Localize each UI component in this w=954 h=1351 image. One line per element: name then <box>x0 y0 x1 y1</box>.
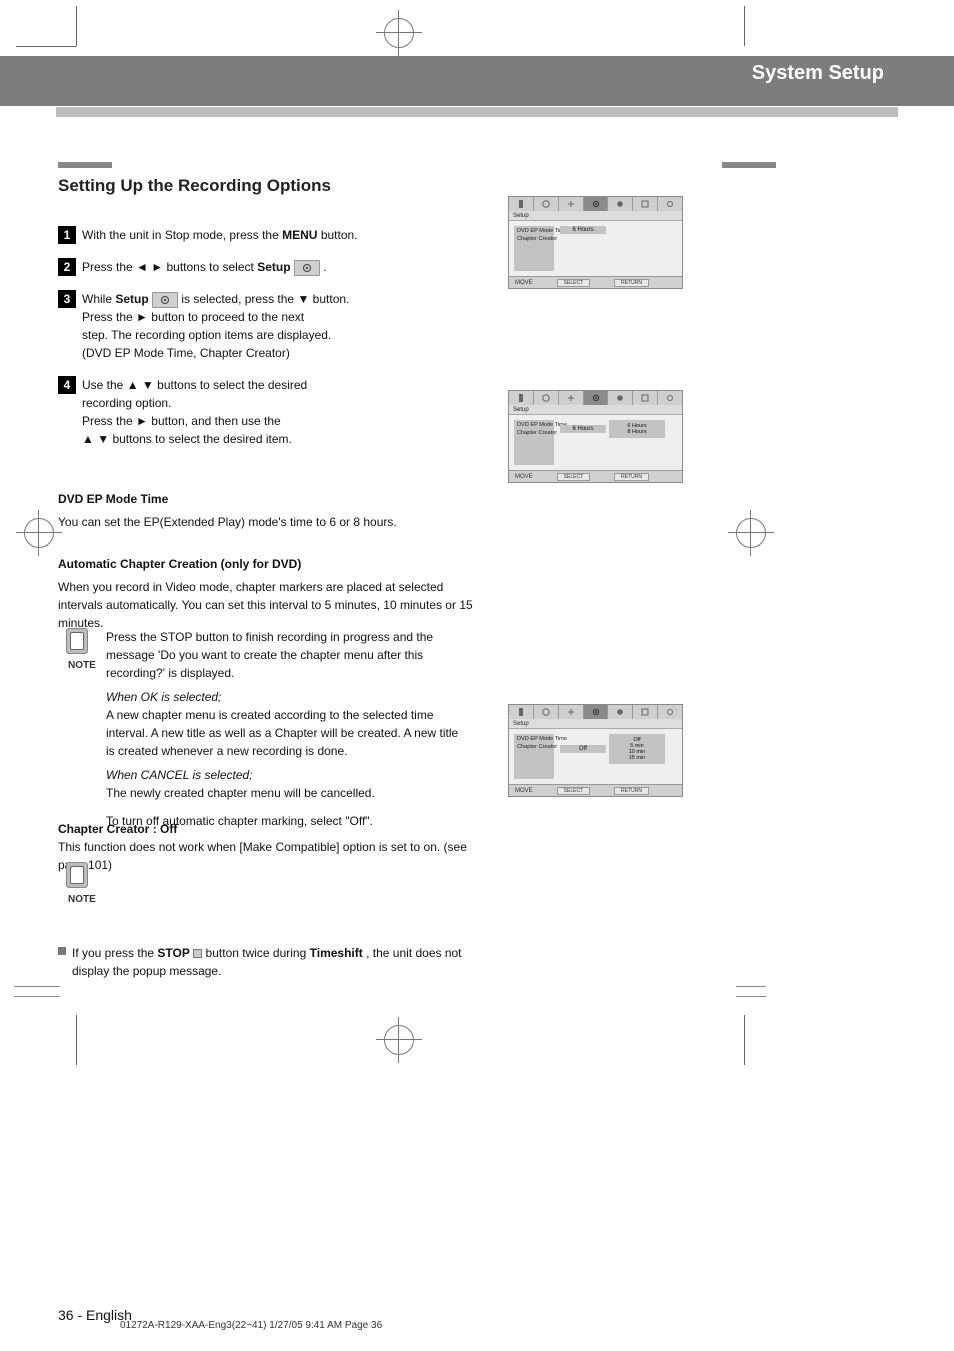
footer-file: 01272A-R129-XAA-Eng3(22~41) 1/27/05 9:41… <box>120 1320 382 1331</box>
panel-crumb: Setup <box>509 211 682 221</box>
panel-dropdown: Off 5 min 10 min 15 min <box>609 734 665 764</box>
square-bullet-icon <box>58 947 66 955</box>
note-label: NOTE <box>68 892 96 907</box>
step-3: 3 While Setup is selected, press the ▼ b… <box>58 290 478 362</box>
ep-title: DVD EP Mode Time <box>58 490 478 508</box>
section-title: Setting Up the Recording Options <box>58 176 331 196</box>
header-band: System Setup <box>0 56 954 106</box>
chapter-title: Automatic Chapter Creation (only for DVD… <box>58 555 478 573</box>
panel-value: 6 Hours <box>560 226 606 234</box>
panel-dropdown: 6 Hours 8 Hours <box>609 420 665 438</box>
ep-body: You can set the EP(Extended Play) mode's… <box>58 513 478 531</box>
chapter-off-title: Chapter Creator : Off <box>58 820 478 838</box>
header-subbar <box>56 107 898 117</box>
stop-icon <box>193 949 202 958</box>
gear-icon <box>294 260 320 276</box>
note-label: NOTE <box>68 658 96 673</box>
panel-left-list: DVD EP Mode Time Chapter Creator <box>514 226 554 271</box>
chapter-body: When you record in Video mode, chapter m… <box>58 578 478 632</box>
section-accent-bar-right <box>722 162 776 168</box>
step-1: 1 With the unit in Stop mode, press the … <box>58 226 478 244</box>
step-number: 2 <box>58 258 76 276</box>
ui-panel-3: Setup DVD EP Mode Time Chapter Creator O… <box>508 704 683 797</box>
step-number: 3 <box>58 290 76 308</box>
section-accent-bar <box>58 162 112 168</box>
gear-icon <box>152 292 178 308</box>
note-1: NOTE Press the STOP button to finish rec… <box>106 628 466 830</box>
step-number: 1 <box>58 226 76 244</box>
setup-tab-icon <box>584 197 609 211</box>
note-stop: If you press the STOP button twice durin… <box>58 944 478 986</box>
ui-panel-1: Setup DVD EP Mode Time Chapter Creator 6… <box>508 196 683 289</box>
ui-panel-2: Setup DVD EP Mode Time Chapter Creator 6… <box>508 390 683 483</box>
chapter-off-body: This function does not work when [Make C… <box>58 838 478 874</box>
steps-block: 1 With the unit in Stop mode, press the … <box>58 226 478 462</box>
step-2: 2 Press the ◄ ► buttons to select Setup … <box>58 258 478 276</box>
step-text-bold: MENU <box>282 228 317 242</box>
options-block: DVD EP Mode Time You can set the EP(Exte… <box>58 490 478 632</box>
note-icon <box>66 628 88 654</box>
note-icon <box>66 862 88 888</box>
step-number: 4 <box>58 376 76 394</box>
step-4: 4 Use the ▲ ▼ buttons to select the desi… <box>58 376 478 448</box>
chapter-title: System Setup <box>752 62 884 85</box>
step-text: With the unit in Stop mode, press the <box>82 228 279 242</box>
